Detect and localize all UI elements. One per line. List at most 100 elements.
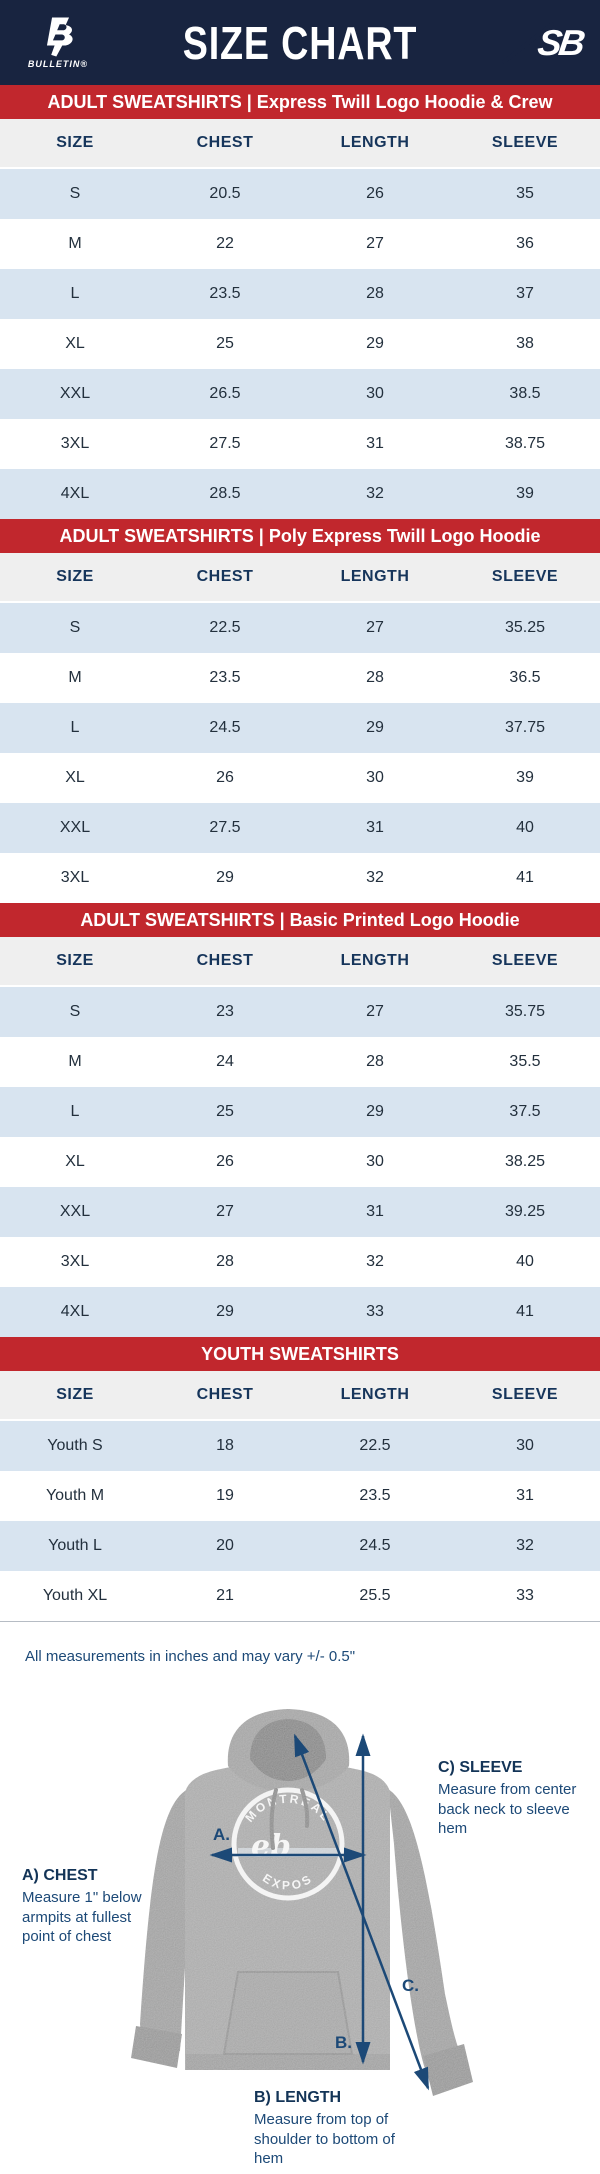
column-header: LENGTH <box>300 119 450 169</box>
sleeve-annotation-title: C) SLEEVE <box>438 1759 523 1776</box>
table-row: L 24.5 29 37.75 <box>0 703 600 753</box>
table-cell: 24 <box>216 1053 234 1070</box>
table-cell: 27 <box>366 619 384 636</box>
table-cell: 39 <box>516 485 534 502</box>
sleeve-arrow <box>293 1733 430 2091</box>
hoodie-body-group: MONTREAL EXPOS eb <box>131 1709 473 2096</box>
table-cell: 32 <box>516 1537 534 1554</box>
table-cell: 39 <box>516 769 534 786</box>
table-cell: 23.5 <box>209 285 241 302</box>
column-header: CHEST <box>150 553 300 603</box>
table-row: 3XL 27.5 31 38.75 <box>0 419 600 469</box>
table-cell: 35.25 <box>504 619 546 636</box>
table-cell: 31 <box>366 435 384 452</box>
column-header: SIZE <box>0 1371 150 1421</box>
table-cell: 27 <box>366 235 384 252</box>
bulletin-logo: BULLETIN® <box>18 16 98 69</box>
table-cell: 41 <box>516 1303 534 1320</box>
table-cell: 37 <box>516 285 534 302</box>
table-cell: 23.5 <box>359 1487 391 1504</box>
marker-a: A. <box>213 1825 230 1844</box>
table-cell: 21 <box>216 1587 234 1604</box>
table-cell: 35.75 <box>504 1003 546 1020</box>
table-cell: 36.5 <box>509 669 541 686</box>
table-cell: 35.5 <box>509 1053 541 1070</box>
table-cell: 20.5 <box>209 185 241 202</box>
column-header: CHEST <box>150 1371 300 1421</box>
table-cell: 39.25 <box>504 1203 546 1220</box>
table-cell: S <box>69 1003 81 1020</box>
table-cell: 29 <box>366 335 384 352</box>
length-annotation-desc: Measure from top of shoulder to bottom o… <box>254 2111 395 2167</box>
table-cell: 37.75 <box>504 719 546 736</box>
table-cell: 36 <box>516 235 534 252</box>
table-row: 4XL 29 33 41 <box>0 1287 600 1337</box>
table-cell: 37.5 <box>509 1103 541 1120</box>
table-row: XXL 27 31 39.25 <box>0 1187 600 1237</box>
table-cell: 38.25 <box>504 1153 546 1170</box>
table-cell: 27 <box>216 1203 234 1220</box>
table-cell: L <box>70 719 80 736</box>
header-row: SIZE CHEST LENGTH SLEEVE <box>0 119 600 169</box>
measurement-diagram: MONTREAL EXPOS eb A. B. C. C) SLEEVE Mea… <box>0 1704 600 2174</box>
page-title: SIZE CHART <box>182 16 418 69</box>
table-cell: 38 <box>516 335 534 352</box>
column-header: LENGTH <box>300 937 450 987</box>
table-row: XXL 26.5 30 38.5 <box>0 369 600 419</box>
table-cell: 32 <box>366 485 384 502</box>
column-header: CHEST <box>150 119 300 169</box>
table-cell: 4XL <box>60 485 90 502</box>
table-cell: 35 <box>516 185 534 202</box>
table-cell: 30 <box>366 385 384 402</box>
table-cell: 19 <box>216 1487 234 1504</box>
column-header: LENGTH <box>300 553 450 603</box>
chest-annotation-title: A) CHEST <box>22 1867 98 1884</box>
table-cell: 3XL <box>60 1253 90 1270</box>
table-cell: 26 <box>216 769 234 786</box>
table-cell: 40 <box>516 1253 534 1270</box>
table-cell: 3XL <box>60 435 90 452</box>
table-cell: 38.5 <box>509 385 541 402</box>
table-cell: 31 <box>516 1487 534 1504</box>
table-cell: S <box>69 185 81 202</box>
table-cell: Youth L <box>48 1537 102 1554</box>
table-cell: 41 <box>516 869 534 886</box>
table-cell: 25 <box>216 335 234 352</box>
section-basic-printed: ADULT SWEATSHIRTS | Basic Printed Logo H… <box>0 903 600 1337</box>
table-cell: 23 <box>216 1003 234 1020</box>
table-cell: 27 <box>366 1003 384 1020</box>
table-cell: 30 <box>516 1437 534 1454</box>
table-cell: XL <box>65 335 85 352</box>
table-row: S 20.5 26 35 <box>0 168 600 219</box>
table-cell: 28 <box>216 1253 234 1270</box>
table-row: XL 26 30 39 <box>0 753 600 803</box>
table-row: Youth L 20 24.5 32 <box>0 1521 600 1571</box>
table-cell: 28.5 <box>209 485 241 502</box>
table-row: M 22 27 36 <box>0 219 600 269</box>
size-table: SIZE CHEST LENGTH SLEEVE S 23 27 35.75 M 24 28 35.… <box>0 937 600 1337</box>
table-row: XL 26 30 38.25 <box>0 1137 600 1187</box>
table-cell: 28 <box>366 285 384 302</box>
size-table: SIZE CHEST LENGTH SLEEVE S 22.5 27 35.25 M 23.5 2… <box>0 553 600 903</box>
header-row: SIZE CHEST LENGTH SLEEVE <box>0 937 600 987</box>
table-row: M 24 28 35.5 <box>0 1037 600 1087</box>
section-banner: ADULT SWEATSHIRTS | Poly Express Twill L… <box>0 519 600 553</box>
length-annotation: B) LENGTH Measure from top of shoulder t… <box>254 2089 404 2169</box>
section-banner: ADULT SWEATSHIRTS | Basic Printed Logo H… <box>0 903 600 937</box>
table-cell: Youth S <box>47 1437 103 1454</box>
size-table: SIZE CHEST LENGTH SLEEVE S 20.5 26 35 M 22 27 36 L 2… <box>0 119 600 519</box>
table-cell: XL <box>65 1153 85 1170</box>
table-cell: 40 <box>516 819 534 836</box>
marker-c: C. <box>402 1976 419 1995</box>
bulletin-logo-label: BULLETIN® <box>27 58 89 69</box>
table-cell: 28 <box>366 1053 384 1070</box>
size-chart-main: ADULT SWEATSHIRTS | Express Twill Logo H… <box>0 85 600 1621</box>
measurement-arrows <box>209 1733 430 2091</box>
sleeve-annotation-desc: Measure from center back neck to sleeve … <box>438 1781 577 1837</box>
section-poly-express-twill: ADULT SWEATSHIRTS | Poly Express Twill L… <box>0 519 600 903</box>
column-header: SLEEVE <box>450 119 600 169</box>
column-header: SIZE <box>0 553 150 603</box>
table-cell: M <box>68 1053 82 1070</box>
table-row: XXL 27.5 31 40 <box>0 803 600 853</box>
table-cell: 25 <box>216 1103 234 1120</box>
